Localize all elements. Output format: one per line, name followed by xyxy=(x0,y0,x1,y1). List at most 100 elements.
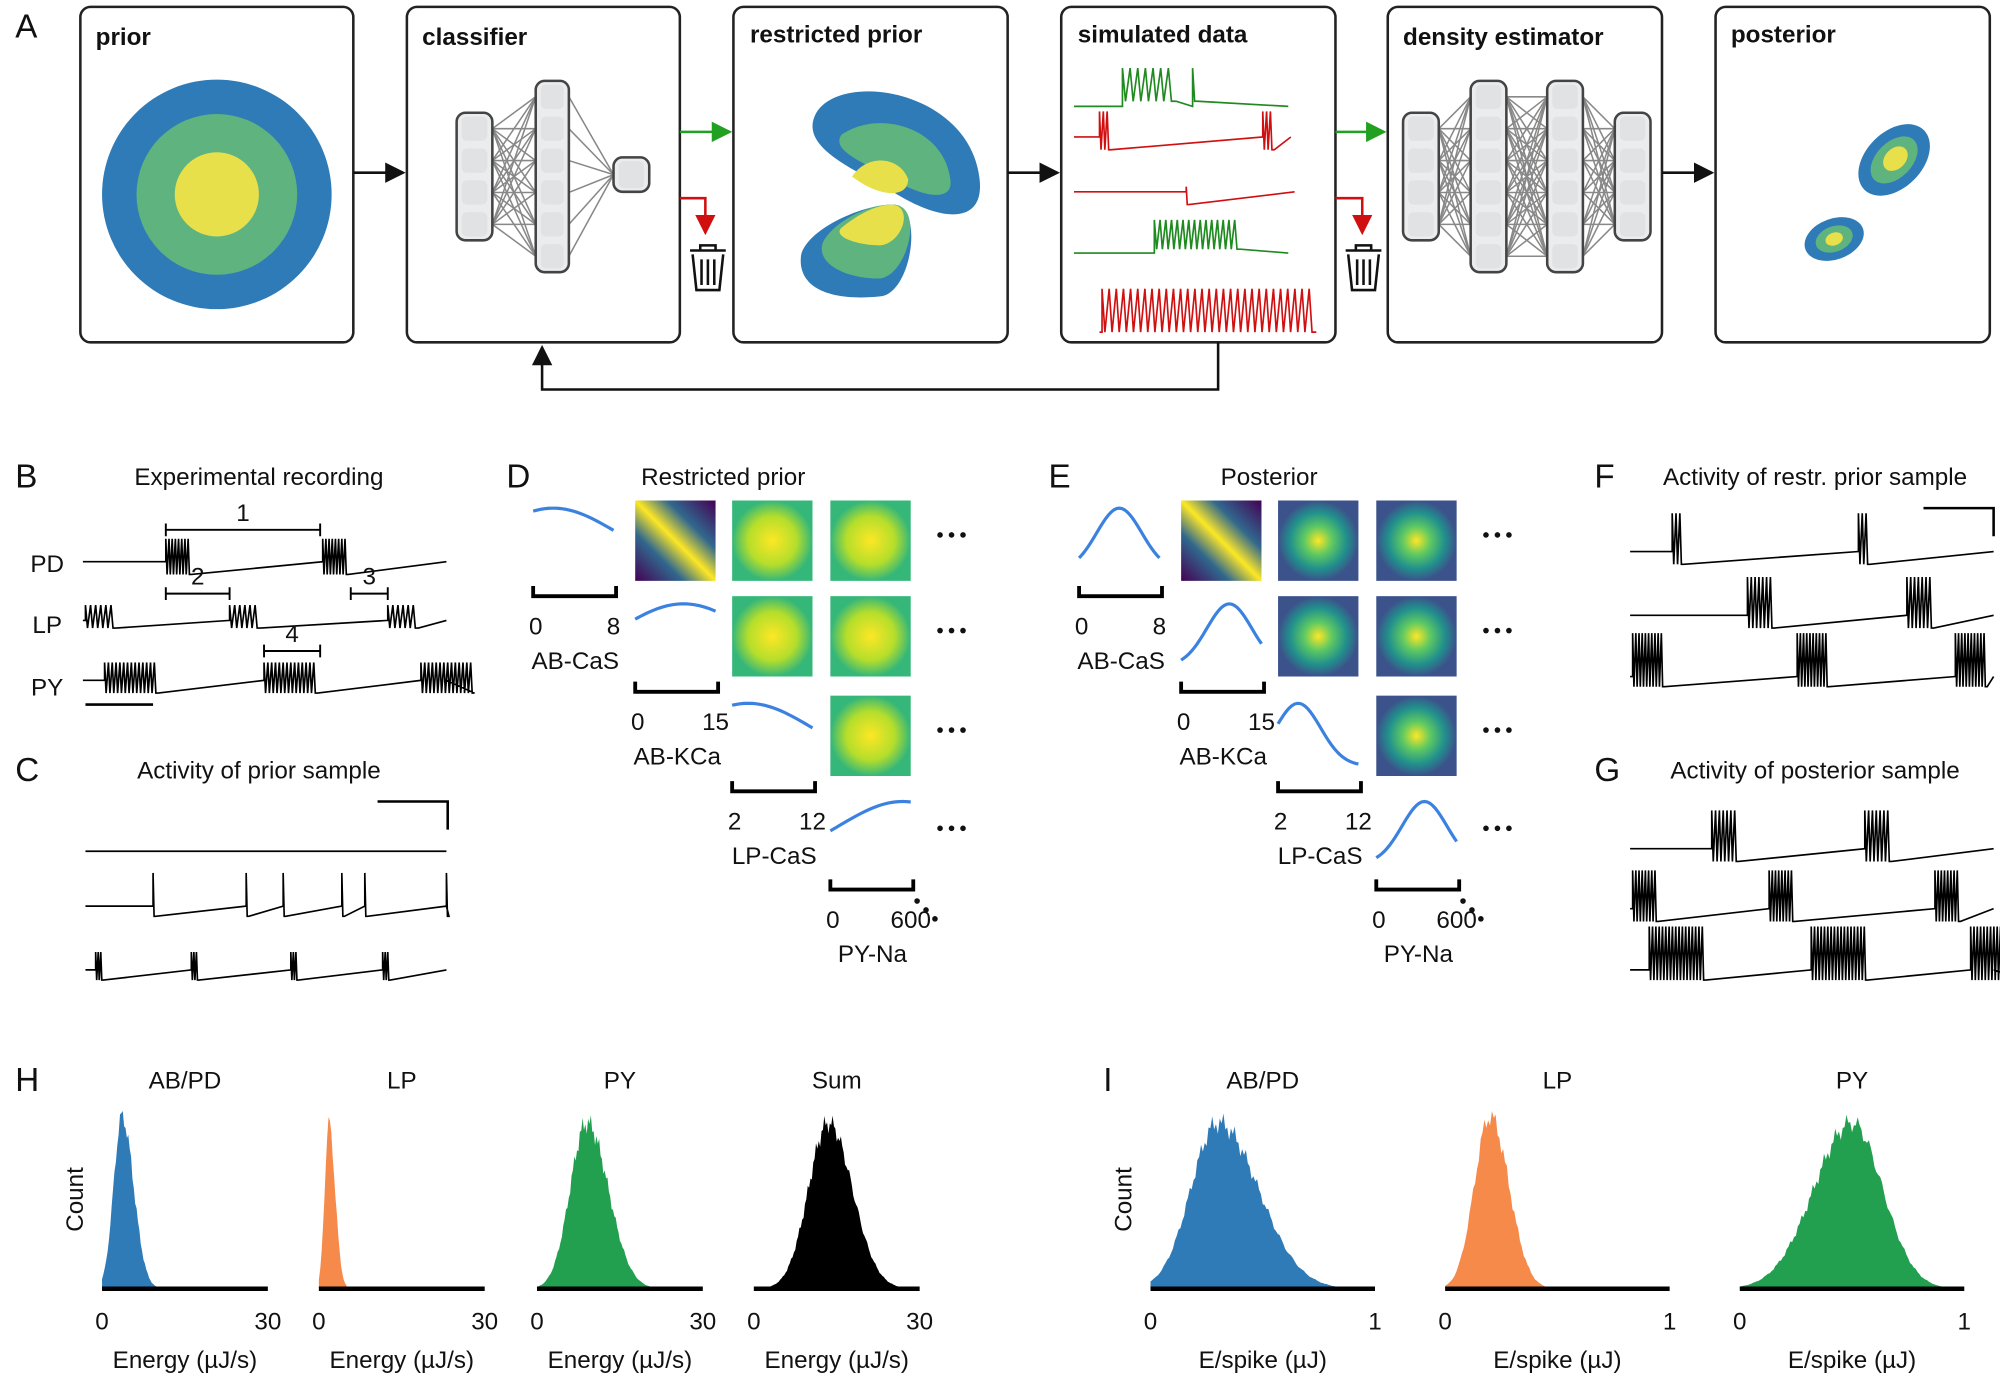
label: 12 xyxy=(799,809,826,836)
marginal xyxy=(532,506,615,532)
y-label: Count xyxy=(62,1167,89,1232)
label: 15 xyxy=(1248,709,1275,736)
trace xyxy=(1630,926,2000,981)
label: 2 xyxy=(1274,809,1287,836)
label: PY-Na xyxy=(838,941,908,968)
marginal xyxy=(1180,602,1263,662)
layer xyxy=(455,111,494,242)
label: Energy (µJ/s) xyxy=(548,1347,693,1374)
scale-bar xyxy=(730,781,817,794)
unit xyxy=(540,116,564,141)
edge xyxy=(1438,96,1472,130)
unit xyxy=(1408,212,1434,237)
edge xyxy=(1582,128,1616,162)
edge xyxy=(1582,223,1616,257)
unit xyxy=(1619,180,1646,205)
unit xyxy=(1475,116,1502,141)
label: I xyxy=(1103,1062,1112,1099)
unit xyxy=(540,148,564,173)
label: B xyxy=(15,459,37,496)
label: PD xyxy=(30,551,64,578)
layer xyxy=(1613,111,1652,242)
label: 12 xyxy=(1345,809,1372,836)
edge xyxy=(491,128,537,225)
unit xyxy=(1475,148,1502,173)
label: LP xyxy=(32,612,62,639)
layer xyxy=(1469,79,1508,274)
label: Activity of restr. prior sample xyxy=(1663,464,1967,491)
edge xyxy=(1438,160,1472,225)
marginal xyxy=(731,701,814,730)
trace xyxy=(85,951,447,981)
edge xyxy=(1582,128,1616,225)
edge xyxy=(491,160,537,225)
unit xyxy=(1552,244,1578,269)
box-title: prior xyxy=(96,24,152,51)
unit xyxy=(461,148,488,173)
trace xyxy=(82,604,447,629)
label: C xyxy=(15,752,39,789)
unit xyxy=(1552,148,1578,173)
label: 2 xyxy=(191,564,204,591)
label: Restricted prior xyxy=(641,464,805,491)
label: AB-CaS xyxy=(532,648,620,675)
heatmap xyxy=(1376,596,1457,677)
label: PY xyxy=(1836,1068,1868,1095)
unit xyxy=(1619,116,1646,141)
interval xyxy=(164,587,231,600)
heatmap xyxy=(1376,500,1457,581)
unit xyxy=(540,244,564,269)
scale-bar xyxy=(828,879,916,892)
scale-bar xyxy=(377,800,449,830)
unit xyxy=(1475,180,1502,205)
histogram xyxy=(102,1110,268,1289)
box xyxy=(1714,5,1992,344)
label: PY-Na xyxy=(1384,941,1454,968)
label: 0 xyxy=(826,907,839,934)
y-label: Count xyxy=(1110,1167,1137,1232)
networks xyxy=(455,79,1652,274)
unit xyxy=(461,116,488,141)
label: 30 xyxy=(471,1309,498,1336)
label: G xyxy=(1594,752,1620,789)
unit xyxy=(1552,84,1578,109)
heatmap xyxy=(830,596,911,677)
label: 30 xyxy=(254,1309,281,1336)
edge xyxy=(1438,191,1472,225)
edge xyxy=(568,159,614,176)
edge xyxy=(1438,128,1472,225)
label: 1 xyxy=(1663,1309,1676,1336)
label: 30 xyxy=(689,1309,716,1336)
trace xyxy=(1073,219,1289,254)
unit xyxy=(1475,212,1502,237)
label: AB-CaS xyxy=(1077,648,1164,675)
edge xyxy=(491,96,537,193)
trace xyxy=(1630,513,1994,566)
dots xyxy=(914,898,938,922)
label: Experimental recording xyxy=(134,464,383,491)
dots xyxy=(937,627,966,634)
scale-bar xyxy=(531,585,618,599)
label: AB-KCa xyxy=(1179,744,1267,771)
layer xyxy=(534,79,571,274)
edge xyxy=(1505,96,1548,257)
unit xyxy=(1475,84,1502,109)
layer xyxy=(1545,79,1585,274)
edge xyxy=(568,174,615,257)
label: 0 xyxy=(529,613,542,640)
label: 0 xyxy=(312,1309,325,1336)
edge xyxy=(1582,192,1616,257)
marginal xyxy=(1276,701,1359,766)
unit xyxy=(1552,180,1578,205)
label: 4 xyxy=(285,621,298,648)
dots xyxy=(1483,532,1512,538)
label: D xyxy=(506,459,530,496)
edge xyxy=(491,191,537,225)
dots xyxy=(1460,898,1484,922)
heatmap xyxy=(732,596,813,677)
label: Energy (µJ/s) xyxy=(113,1347,257,1374)
marginal xyxy=(1077,506,1161,560)
heatmap xyxy=(1181,500,1262,581)
